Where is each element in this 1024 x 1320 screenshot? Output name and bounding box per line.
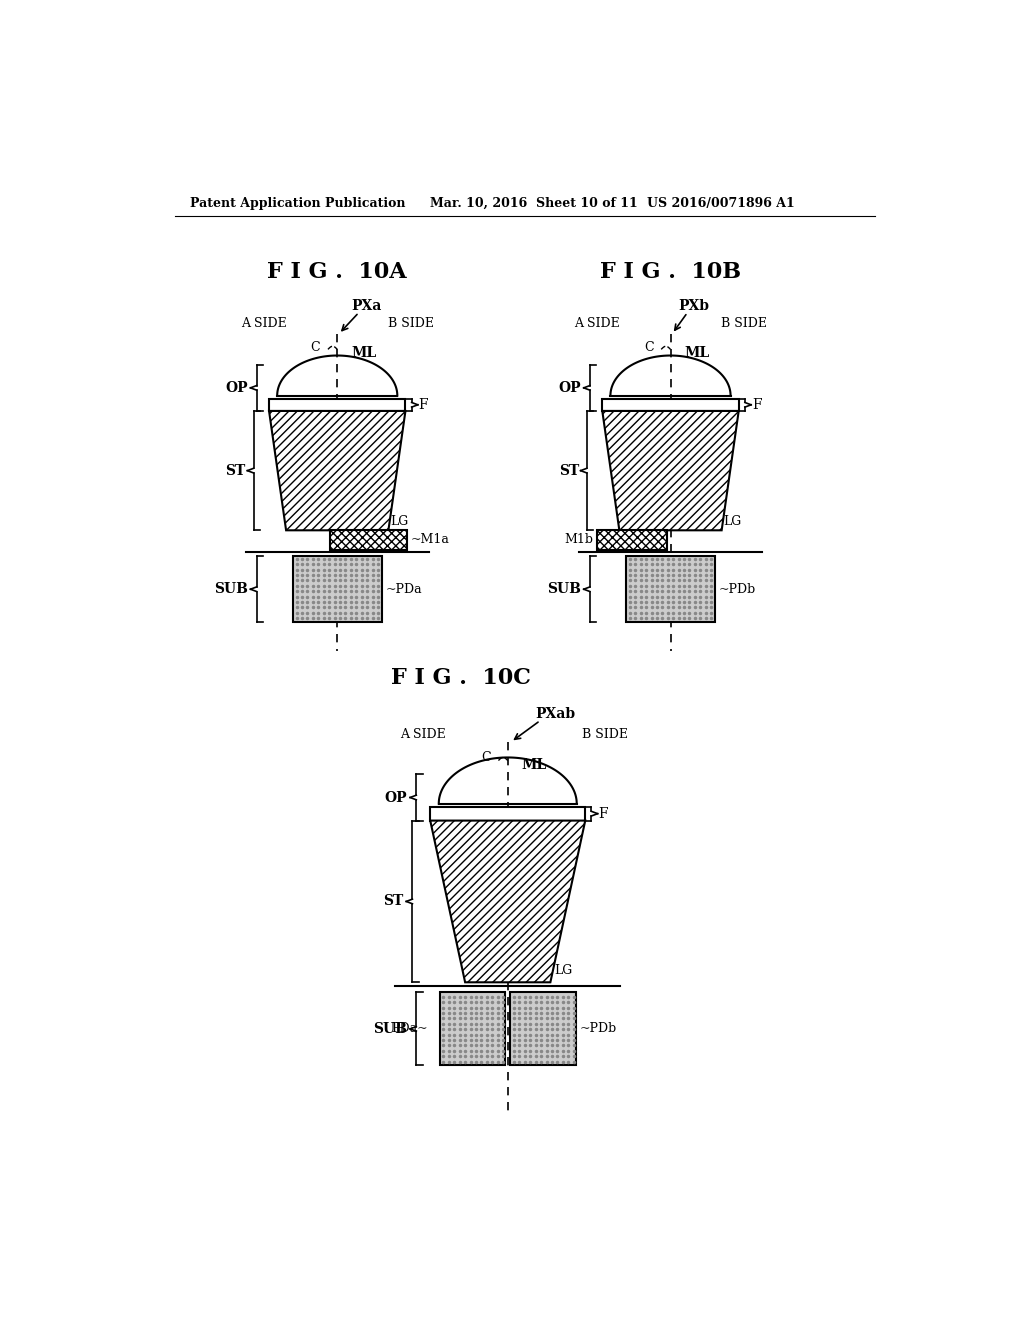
Text: A SIDE: A SIDE [574,317,620,330]
Bar [269,399,406,411]
Bar [510,993,575,1065]
Text: C: C [644,341,653,354]
Bar [439,993,506,1065]
Bar [597,531,667,549]
Bar [430,807,586,821]
Bar [293,557,382,622]
Text: OP: OP [225,381,248,395]
Text: OP: OP [559,381,582,395]
Text: ~PDb: ~PDb [719,582,756,595]
Text: A SIDE: A SIDE [241,317,287,330]
Text: B SIDE: B SIDE [721,317,767,330]
Text: PXb: PXb [678,300,710,313]
Text: ~M1a: ~M1a [411,533,450,546]
Text: F I G .  10C: F I G . 10C [391,667,531,689]
Bar [602,399,738,411]
Text: ST: ST [383,895,403,908]
Polygon shape [602,411,738,531]
Bar [330,531,407,549]
Text: Patent Application Publication: Patent Application Publication [190,197,406,210]
Text: A SIDE: A SIDE [399,727,445,741]
Polygon shape [430,821,586,982]
Text: ML: ML [684,346,710,360]
Text: LG: LG [390,515,409,528]
Text: Mar. 10, 2016  Sheet 10 of 11: Mar. 10, 2016 Sheet 10 of 11 [430,197,638,210]
Text: ~PDb: ~PDb [580,1023,617,1035]
Bar [626,557,715,622]
Text: F: F [419,397,428,412]
Text: C: C [310,341,321,354]
Text: PXab: PXab [535,708,575,721]
Text: B SIDE: B SIDE [388,317,434,330]
Text: LG: LG [554,964,572,977]
Text: OP: OP [384,791,407,804]
Text: B SIDE: B SIDE [582,727,628,741]
Text: F: F [752,397,762,412]
Text: ST: ST [559,463,579,478]
Text: M1b: M1b [564,533,593,546]
Text: US 2016/0071896 A1: US 2016/0071896 A1 [647,197,795,210]
Text: F: F [598,807,608,821]
Text: PDa~: PDa~ [391,1023,428,1035]
Text: ~PDa: ~PDa [386,582,422,595]
Polygon shape [269,411,406,531]
Text: SUB: SUB [373,1022,407,1036]
Text: ST: ST [225,463,246,478]
Text: F I G .  10B: F I G . 10B [600,261,741,284]
Text: C: C [481,751,490,764]
Text: ML: ML [521,758,547,772]
Text: F I G .  10A: F I G . 10A [267,261,408,284]
Text: LG: LG [723,515,741,528]
Text: SUB: SUB [548,582,582,597]
Text: ML: ML [351,346,377,360]
Text: PXa: PXa [351,300,382,313]
Text: SUB: SUB [214,582,248,597]
